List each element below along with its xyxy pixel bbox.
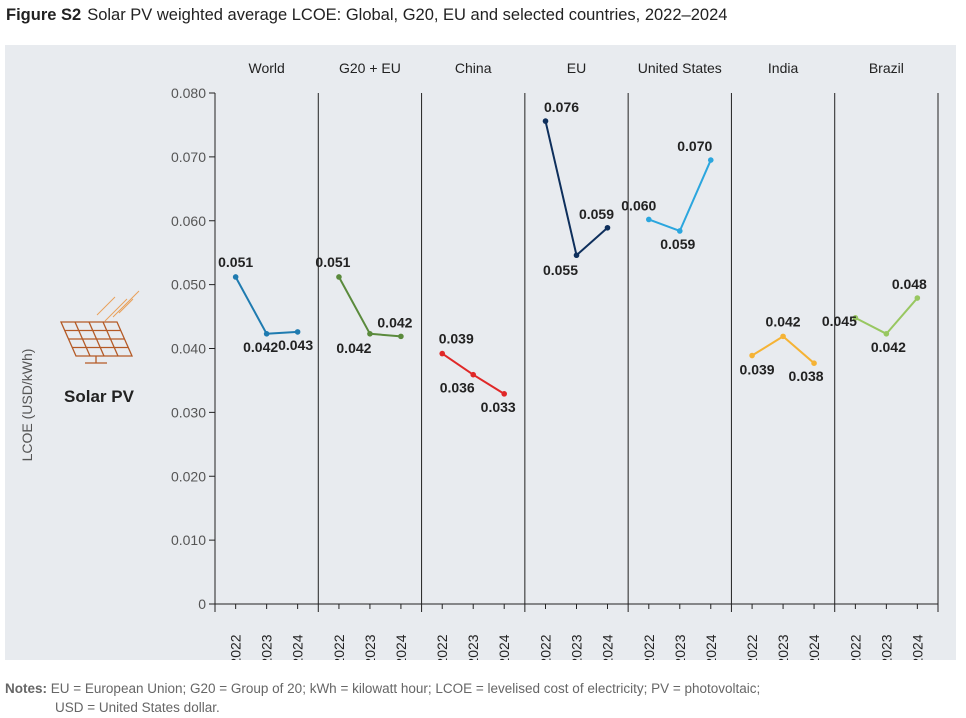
data-point xyxy=(604,224,611,231)
axes: 0 0.010 0.020 0.030 0.040 0.050 0.060 0.070 0.08… xyxy=(171,60,939,660)
panel-header: World xyxy=(248,60,284,76)
series-line xyxy=(544,120,609,257)
data-label: 0.059 xyxy=(579,206,614,222)
figure-title: Figure S2 Solar PV weighted average LCOE:… xyxy=(6,6,727,25)
data-label: 0.042 xyxy=(871,339,906,355)
data-label: 0.045 xyxy=(822,313,857,329)
data-label: 0.042 xyxy=(766,313,801,329)
x-tick-label: 2023 xyxy=(362,634,378,660)
x-tick-label: 2023 xyxy=(465,634,481,660)
x-tick-label: 2022 xyxy=(434,634,450,660)
x-tick-label: 2022 xyxy=(228,634,244,660)
data-label: 0.042 xyxy=(377,314,412,330)
data-point xyxy=(852,315,859,321)
figure-title-text: Solar PV weighted average LCOE: Global, … xyxy=(87,6,728,24)
y-tick-label: 0.020 xyxy=(171,468,206,484)
x-tick-label: 2024 xyxy=(393,634,409,660)
data-point xyxy=(749,352,755,359)
data-point xyxy=(398,333,404,340)
x-tick-label: 2024 xyxy=(703,634,719,660)
x-tick-label: 2023 xyxy=(259,634,275,660)
data-label: 0.036 xyxy=(440,380,475,396)
y-tick-label: 0.040 xyxy=(171,341,206,357)
data-label: 0.060 xyxy=(621,197,656,213)
data-point xyxy=(914,295,921,301)
data-label: 0.033 xyxy=(481,399,516,415)
y-tick-label: 0.080 xyxy=(171,85,206,101)
data-point xyxy=(646,216,652,223)
data-point xyxy=(336,274,342,280)
data-point xyxy=(883,331,890,337)
y-tick-label: 0.050 xyxy=(171,277,206,293)
y-tick-label: 0.060 xyxy=(171,213,206,229)
data-point xyxy=(707,157,714,163)
series-line xyxy=(751,335,815,364)
x-tick-label: 2023 xyxy=(878,634,894,660)
x-tick-label: 2024 xyxy=(806,634,822,660)
x-tick-label: 2022 xyxy=(744,634,760,660)
notes: Notes: EU = European Union; G20 = Group … xyxy=(5,679,760,717)
data-label: 0.039 xyxy=(439,331,474,347)
x-tick-label: 2023 xyxy=(775,634,791,660)
y-axis-label: LCOE (USD/kWh) xyxy=(19,349,35,462)
y-tick-label: 0.070 xyxy=(171,149,206,165)
data-point xyxy=(263,331,270,337)
data-point xyxy=(367,331,373,337)
data-point xyxy=(542,118,549,124)
notes-line-2: USD = United States dollar. xyxy=(55,700,220,715)
data-point xyxy=(780,333,786,340)
y-tick-label: 0.030 xyxy=(171,404,206,420)
data-label: 0.059 xyxy=(660,236,695,252)
x-tick-label: 2022 xyxy=(538,634,554,660)
data-point xyxy=(232,274,239,280)
data-point xyxy=(811,360,817,366)
x-tick-label: 2022 xyxy=(847,634,863,660)
data-point xyxy=(470,371,477,378)
notes-line-1: EU = European Union; G20 = Group of 20; … xyxy=(50,681,761,696)
solar-pv-label: Solar PV xyxy=(64,387,135,406)
panel-header: India xyxy=(768,60,799,76)
data-label: 0.051 xyxy=(315,254,350,270)
data-label: 0.043 xyxy=(278,337,313,353)
panel-header: G20 + EU xyxy=(339,60,401,76)
panel-header: EU xyxy=(567,60,586,76)
data-label: 0.039 xyxy=(740,362,775,378)
figure-label: Figure S2 xyxy=(6,6,82,24)
data-label: 0.048 xyxy=(892,276,927,292)
x-tick-label: 2024 xyxy=(290,634,306,660)
data-label: 0.051 xyxy=(218,254,253,270)
data-label: 0.038 xyxy=(789,368,824,384)
panel-header: China xyxy=(455,60,492,76)
x-tick-label: 2024 xyxy=(599,634,615,660)
data-point xyxy=(439,350,446,357)
series-line xyxy=(234,276,298,335)
x-tick-label: 2024 xyxy=(909,634,925,660)
data-label: 0.055 xyxy=(543,262,578,278)
panel-header: United States xyxy=(638,60,722,76)
y-tick-label: 0.010 xyxy=(171,532,206,548)
data-point xyxy=(501,391,508,397)
x-tick-label: 2023 xyxy=(672,634,688,660)
panel-header: Brazil xyxy=(869,60,904,76)
data-label: 0.070 xyxy=(677,138,712,154)
x-tick-label: 2024 xyxy=(496,634,512,660)
chart-panel: LCOE (USD/kWh) Solar PV 0 0.010 0.020 xyxy=(5,45,956,660)
x-tick-label: 2023 xyxy=(569,634,585,660)
data-label: 0.042 xyxy=(243,339,278,355)
data-point xyxy=(676,228,683,234)
y-tick-label: 0 xyxy=(198,596,206,612)
series-line xyxy=(648,159,712,232)
series-line xyxy=(854,297,919,335)
solar-panel-icon xyxy=(60,290,140,364)
data-label: 0.042 xyxy=(336,340,371,356)
data-point xyxy=(573,252,580,259)
lcoe-chart: LCOE (USD/kWh) Solar PV 0 0.010 0.020 xyxy=(19,60,939,660)
x-tick-label: 2022 xyxy=(331,634,347,660)
data-point xyxy=(294,329,301,335)
data-label: 0.076 xyxy=(544,99,579,115)
x-tick-label: 2022 xyxy=(641,634,657,660)
notes-label: Notes: xyxy=(5,681,48,696)
